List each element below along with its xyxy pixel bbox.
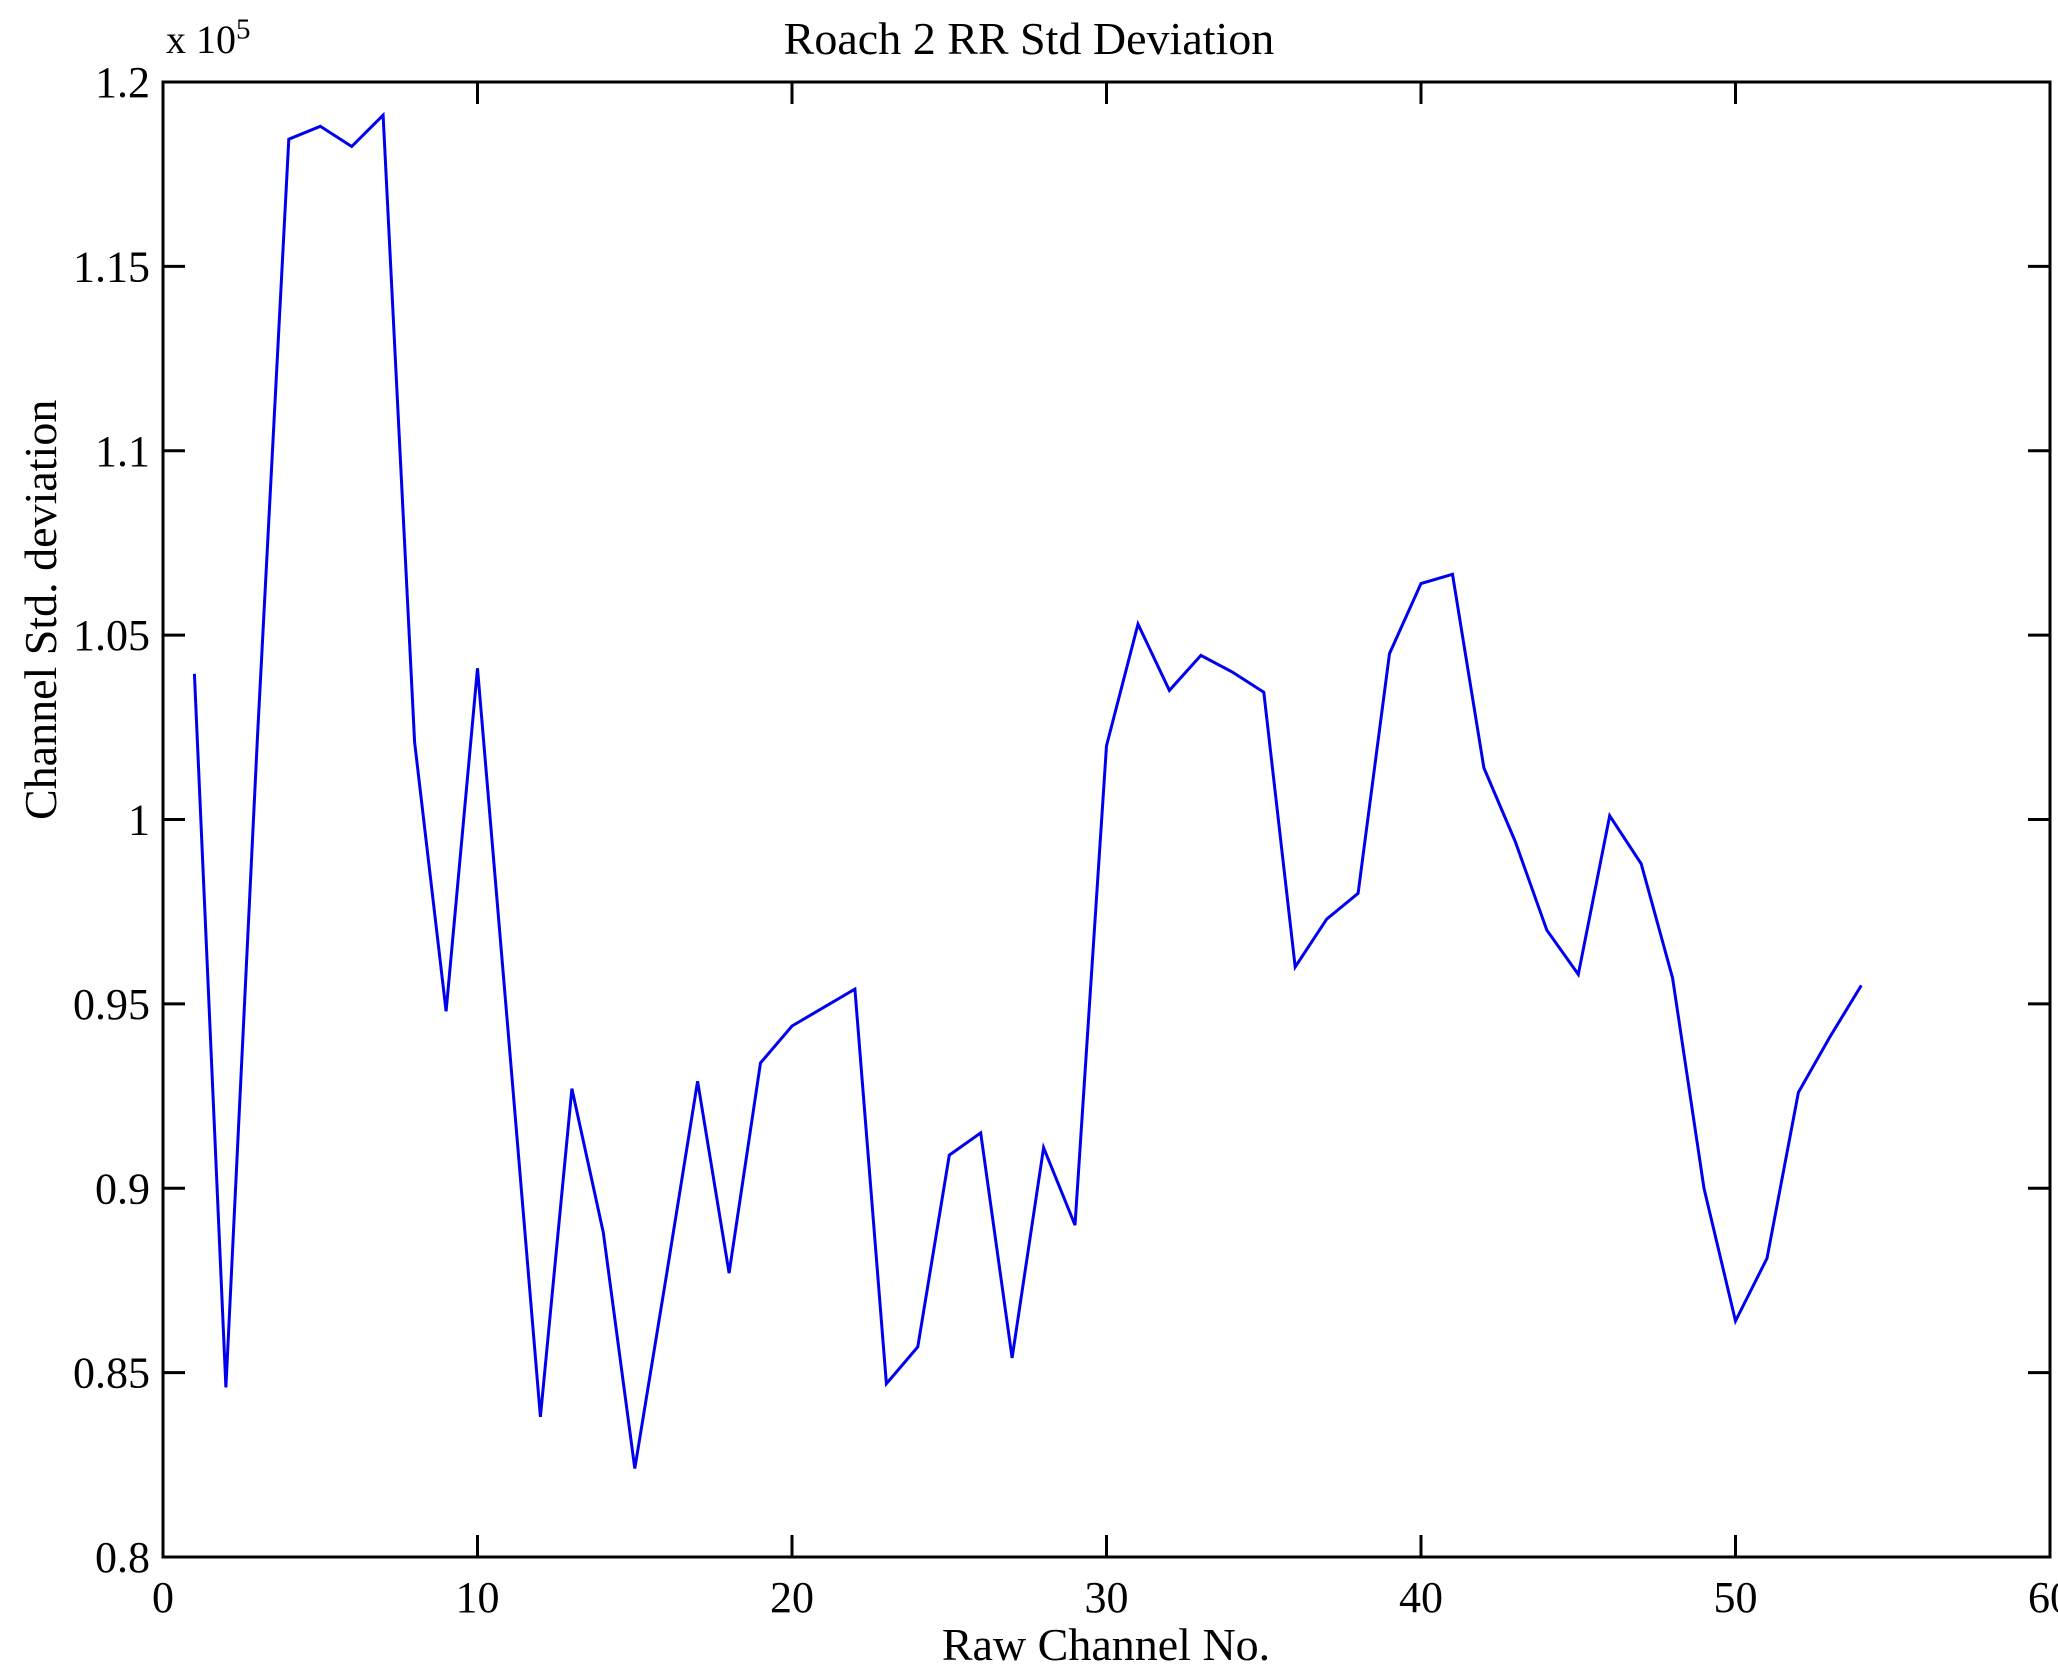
- y-tick-label: 0.95: [73, 980, 150, 1029]
- x-axis-label: Raw Channel No.: [941, 1619, 1271, 1667]
- y-tick-label: 0.85: [73, 1349, 150, 1398]
- axes-box: [161, 80, 2052, 1559]
- chart-title: Roach 2 RR Std Deviation: [783, 13, 1275, 64]
- x-tick-label: 0: [152, 1573, 174, 1622]
- axis-ticks: [161, 80, 2052, 1559]
- x-tick-label: 30: [1085, 1573, 1129, 1622]
- x-tick-label: 60: [2028, 1573, 2058, 1622]
- y-tick-label: 1.1: [95, 427, 150, 476]
- y-axis-multiplier: x 105: [166, 13, 251, 63]
- x-tick-label: 50: [1714, 1573, 1758, 1622]
- y-tick-label: 1: [128, 796, 150, 845]
- y-tick-label: 1.2: [95, 58, 150, 107]
- y-axis-multiplier-base: x 10: [166, 17, 236, 62]
- x-tick-label: 20: [770, 1573, 814, 1622]
- data-series-line: [192, 111, 1863, 1469]
- y-tick-label: 1.15: [73, 242, 150, 291]
- x-tick-label: 40: [1399, 1573, 1443, 1622]
- x-tick-label: 10: [456, 1573, 500, 1622]
- y-tick-label: 0.9: [95, 1164, 150, 1213]
- y-tick-label: 0.8: [95, 1533, 150, 1582]
- y-tick-label: 1.05: [73, 611, 150, 660]
- y-axis-multiplier-exponent: 5: [236, 13, 251, 46]
